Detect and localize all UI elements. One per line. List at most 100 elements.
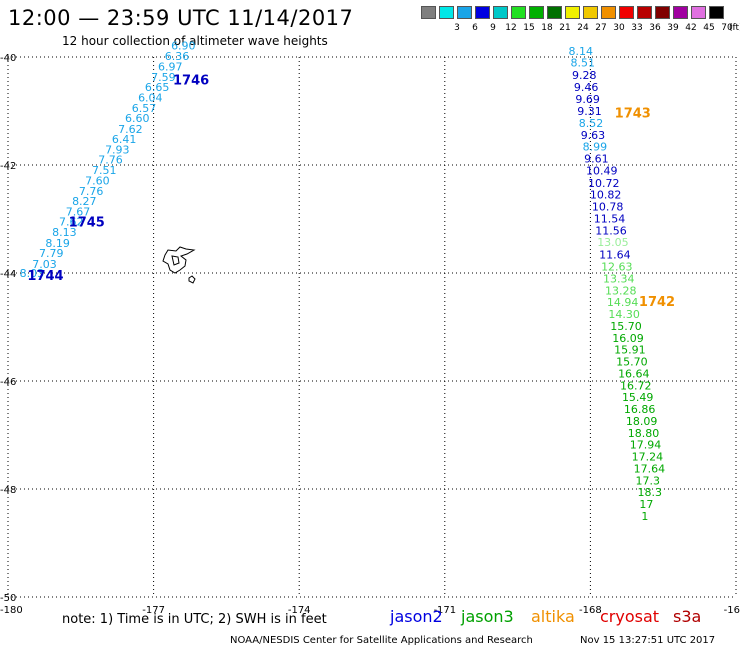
swh-value: 7.62 <box>59 216 84 229</box>
swh-value: 8.99 <box>583 141 608 154</box>
scale-swatch <box>565 6 580 19</box>
pass-label: 1746 <box>173 74 209 89</box>
legend-entry-cryosat: cryosat <box>600 607 660 626</box>
legend-entry-s3a: s3a <box>673 607 702 626</box>
pass-label: 1744 <box>27 269 63 284</box>
swh-value: 12.63 <box>601 261 633 274</box>
scale-label: 12 <box>505 23 517 33</box>
scale-label: 39 <box>667 23 679 33</box>
swh-value: 7.76 <box>98 154 123 167</box>
swh-value: 13.28 <box>605 284 637 297</box>
swh-value: 9.61 <box>584 153 609 166</box>
scale-swatch <box>493 6 508 19</box>
scale-label: 45 <box>703 23 715 33</box>
swh-value: 8.27 <box>72 195 97 208</box>
x-tick-label: -168 <box>579 605 602 616</box>
scale-label: 6 <box>472 23 478 33</box>
legend-entry-altika: altika <box>531 607 575 626</box>
y-tick-label: -50 <box>0 593 16 604</box>
swh-value: 7.79 <box>39 247 64 260</box>
swh-value: 15.91 <box>614 344 646 357</box>
swh-value: 15.70 <box>616 356 648 369</box>
swh-value: 6.90 <box>171 40 196 53</box>
pass-label: 1743 <box>615 107 651 122</box>
swh-value: 16.09 <box>612 332 644 345</box>
swh-value: 7.60 <box>85 175 110 188</box>
scale-unit: (ft) <box>729 23 740 33</box>
scale-label: 9 <box>490 23 496 33</box>
scale-swatch <box>619 6 634 19</box>
swh-value: 16.72 <box>620 379 652 392</box>
x-tick-label: -171 <box>433 605 456 616</box>
y-tick-label: -48 <box>0 485 16 496</box>
swh-value: 10.78 <box>592 201 624 214</box>
swh-value: 16.86 <box>624 403 656 416</box>
scale-swatch <box>529 6 544 19</box>
swh-value: 8.51 <box>571 56 596 69</box>
swh-value: 7.51 <box>92 164 117 177</box>
swh-value: 18.80 <box>628 427 660 440</box>
swh-value: 6.60 <box>125 112 150 125</box>
scale-label: 3 <box>454 23 460 33</box>
swh-value: 6.97 <box>158 61 183 74</box>
x-tick-label: -177 <box>142 605 165 616</box>
swh-value: 13.05 <box>597 236 629 249</box>
scale-label: 15 <box>523 23 535 33</box>
swh-value: 8.03 <box>20 267 45 280</box>
swh-value: 6.36 <box>165 50 190 63</box>
swh-value: 8.13 <box>52 226 76 239</box>
x-tick-label: -180 <box>0 605 23 616</box>
swh-value: 8.19 <box>45 237 70 250</box>
swh-value: 10.82 <box>590 189 622 202</box>
swh-value: 18.3 <box>637 486 662 499</box>
pass-label: 1742 <box>639 295 675 310</box>
swh-value: 14.30 <box>608 308 640 321</box>
swh-value: 1 <box>641 510 648 523</box>
swh-value: 9.63 <box>581 129 606 142</box>
swh-value: 17.24 <box>632 451 664 464</box>
scale-swatch <box>691 6 706 19</box>
legend-entry-jason3: jason3 <box>461 607 514 626</box>
swh-value: 7.59 <box>151 71 176 84</box>
x-tick-label: -16 <box>724 605 740 616</box>
swh-value: 7.03 <box>32 258 57 271</box>
chatham-islands-landmass <box>162 246 196 284</box>
scale-label: 42 <box>685 23 697 33</box>
axis-tick-labels: -180 -177 -174 -171 -168 -16 -40 -42 -44 -46 -48 -5… <box>0 53 740 616</box>
scale-label: 27 <box>595 23 607 33</box>
swh-value: 17.3 <box>636 474 661 487</box>
scale-swatch <box>601 6 616 19</box>
scale-swatch <box>439 6 454 19</box>
swh-value: 9.28 <box>572 69 597 82</box>
swh-value: 17.64 <box>634 462 666 475</box>
scale-swatch <box>421 6 436 19</box>
scale-swatch <box>709 6 724 19</box>
scale-swatch <box>637 6 652 19</box>
swh-value: 7.76 <box>79 185 104 198</box>
swh-value: 10.72 <box>588 177 620 190</box>
y-tick-label: -40 <box>0 53 16 64</box>
swh-value: 16.64 <box>618 367 650 380</box>
swh-value: 9.46 <box>574 81 599 94</box>
swh-value: 11.54 <box>594 212 626 225</box>
swh-value: 6.04 <box>138 92 163 105</box>
chatham-island-outline <box>162 246 196 274</box>
altimeter-tracks: 8.037.037.798.198.137.627.678.277.767.60… <box>20 40 665 523</box>
swh-value: 7.67 <box>66 205 91 218</box>
scale-label: 33 <box>631 23 643 33</box>
y-tick-label: -42 <box>0 161 16 172</box>
scale-swatch <box>475 6 490 19</box>
pitt-island-outline <box>188 275 196 284</box>
footer-timestamp: Nov 15 13:27:51 UTC 2017 <box>580 635 716 646</box>
map-subtitle: 12 hour collection of altimeter wave hei… <box>62 34 328 48</box>
swh-value: 9.69 <box>575 93 600 106</box>
swh-value: 6.41 <box>112 133 136 146</box>
scale-label: 36 <box>649 23 661 33</box>
scale-swatch <box>673 6 688 19</box>
swh-value: 9.31 <box>577 105 602 118</box>
swh-value: 6.57 <box>132 102 157 115</box>
swh-value: 10.49 <box>586 164 618 177</box>
swh-value: 13.34 <box>603 272 635 285</box>
swh-value: 8.14 <box>569 45 594 58</box>
